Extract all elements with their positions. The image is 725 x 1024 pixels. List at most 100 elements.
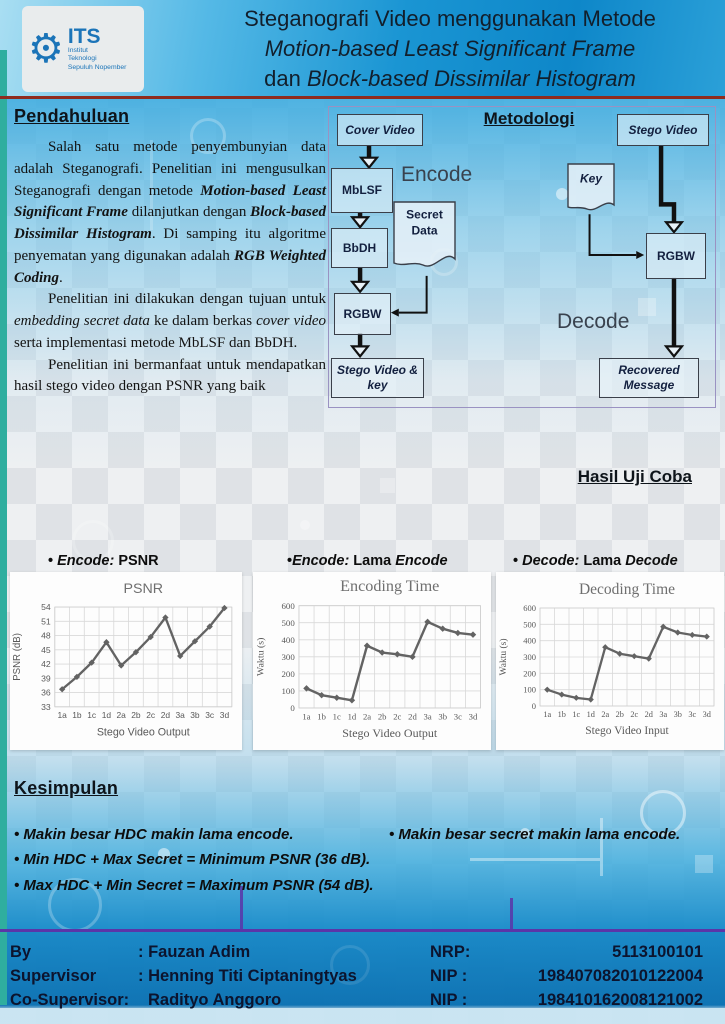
svg-text:1c: 1c — [333, 711, 341, 721]
flow-box-rgbw-decode: RGBW — [646, 233, 706, 279]
svg-text:Decoding Time: Decoding Time — [579, 581, 675, 598]
svg-text:3d: 3d — [703, 710, 712, 719]
svg-text:1d: 1d — [102, 710, 112, 720]
title-line-3: dan Block-based Dissimilar Histogram — [195, 64, 705, 94]
svg-text:1b: 1b — [317, 711, 326, 721]
text-segment: embedding secret data — [14, 313, 150, 329]
section-pendahuluan: Pendahuluan Salah satu metode penyembuny… — [14, 106, 326, 398]
kesimpulan-columns: • Makin besar HDC makin lama encode. • M… — [14, 823, 714, 899]
svg-text:0: 0 — [532, 701, 536, 711]
text-segment: serta implementasi metode MbLSF dan BbDH… — [14, 334, 298, 351]
svg-text:200: 200 — [523, 668, 536, 678]
svg-text:2b: 2b — [378, 711, 387, 721]
flow-box-mblsf: MbLSF — [331, 168, 393, 213]
flow-box-stego-output: Stego Video & key — [331, 358, 424, 398]
psnr-chart: 33 36 39 42 45 48 51 54 1a 1b 1c 1d 2a 2b 2c 2d 3a 3b 3c 3d… — [12, 581, 233, 738]
left-accent-strip — [0, 50, 7, 1005]
header-divider — [0, 96, 725, 99]
footer-row-cosupervisor: Co-Supervisor: Radityo Anggoro NIP : 198… — [0, 988, 725, 1013]
chart-card-psnr: 33 36 39 42 45 48 51 54 1a 1b 1c 1d 2a 2b 2c 2d 3a 3b 3c 3d… — [10, 572, 242, 750]
its-acronym: ITS — [67, 24, 101, 48]
secret-data-label: Secret Data — [406, 207, 443, 238]
its-logo: ⚙ ITS Institut Teknologi Sepuluh Nopembe… — [22, 6, 144, 92]
svg-text:2c: 2c — [146, 710, 155, 720]
svg-text:300: 300 — [523, 652, 536, 662]
footer-nrp-value: 5113100101 — [612, 943, 703, 961]
svg-text:3d: 3d — [220, 710, 230, 720]
text-segment: • — [513, 553, 523, 569]
svg-text:2c: 2c — [630, 710, 638, 719]
svg-text:1b: 1b — [558, 710, 566, 719]
footer-divider — [0, 929, 725, 932]
its-sub1: Institut — [67, 46, 88, 54]
kesimpulan-bullet: • Min HDC + Max Secret = Minimum PSNR (3… — [14, 851, 371, 869]
svg-text:600: 600 — [523, 603, 536, 613]
svg-text:0: 0 — [290, 703, 295, 713]
svg-text:1a: 1a — [57, 710, 67, 720]
svg-text:Waktu (s): Waktu (s) — [498, 639, 509, 676]
flow-box-bbdh: BbDH — [331, 228, 388, 268]
svg-text:3c: 3c — [688, 710, 696, 719]
purple-line-decoration — [510, 898, 513, 930]
text-segment: Decode: — [522, 553, 580, 569]
text-segment: PSNR — [114, 553, 159, 569]
svg-text:500: 500 — [523, 619, 536, 629]
title-line-1: Steganografi Video menggunakan Metode — [244, 6, 656, 31]
footer-row-supervisor: Supervisor : Henning Titi Ciptaningtyas … — [0, 964, 725, 989]
its-gear-icon: ⚙ — [28, 27, 64, 71]
svg-text:36: 36 — [41, 688, 51, 698]
pendahuluan-paragraph: Penelitian ini dilakukan dengan tujuan u… — [14, 289, 326, 354]
svg-text:3c: 3c — [454, 711, 462, 721]
pendahuluan-body: Salah satu metode penyembunyian data ada… — [14, 137, 326, 398]
svg-text:500: 500 — [281, 618, 295, 628]
chart-card-decoding-time: 0 100 200 300 400 500 600 1a 1b 1c 1d 2a 2b 2c 2d 3a 3b 3… — [496, 572, 724, 750]
svg-text:51: 51 — [41, 616, 51, 626]
svg-text:3b: 3b — [438, 711, 447, 721]
key-label: Key — [579, 171, 602, 186]
footer-nip1-value: 198407082010122004 — [537, 967, 703, 985]
flow-doc-secret-data: Secret Data — [393, 201, 456, 275]
kesimpulan-bullet: • Makin besar HDC makin lama encode. — [14, 826, 294, 843]
footer-nip2-label: NIP : — [430, 991, 468, 1009]
text-segment: cover video — [256, 313, 326, 329]
flow-box-stego-video: Stego Video — [617, 114, 709, 146]
svg-text:2a: 2a — [601, 710, 609, 719]
svg-text:2a: 2a — [363, 711, 371, 721]
pendahuluan-paragraph: Salah satu metode penyembunyian data ada… — [14, 137, 326, 289]
svg-text:1a: 1a — [543, 710, 551, 719]
title-line-3-italic: Block-based Dissimilar Histogram — [306, 66, 636, 91]
text-segment: dilanjutkan dengan — [127, 204, 251, 221]
hasil-heading: Hasil Uji Coba — [577, 467, 692, 486]
svg-text:33: 33 — [41, 702, 51, 712]
its-sub3: Sepuluh Nopember — [67, 63, 127, 71]
svg-text:1a: 1a — [302, 711, 310, 721]
footer-nip1-label: NIP : — [430, 967, 468, 985]
svg-text:Waktu (s): Waktu (s) — [255, 638, 266, 677]
kesimpulan-right-column: • Makin besar secret makin lama encode. — [389, 823, 714, 899]
section-kesimpulan: Kesimpulan • Makin besar HDC makin lama … — [14, 778, 714, 899]
footer-cosupervisor-label: Co-Supervisor: — [10, 991, 130, 1009]
flow-box-rgbw-encode: RGBW — [334, 293, 391, 335]
svg-text:3a: 3a — [423, 711, 431, 721]
svg-text:3a: 3a — [175, 710, 185, 720]
poster-title: Steganografi Video menggunakan Metode Mo… — [195, 4, 705, 94]
circuit-dot-decoration — [300, 520, 310, 530]
footer-by-label: By — [10, 943, 32, 961]
svg-text:1d: 1d — [587, 710, 596, 719]
footer-nrp-label: NRP: — [430, 943, 471, 961]
text-segment: Lama — [579, 553, 626, 569]
svg-text:Encoding Time: Encoding Time — [340, 578, 439, 595]
svg-text:100: 100 — [523, 685, 536, 695]
section-metodologi: Metodologi — [328, 106, 716, 408]
kesimpulan-bullet: • Max HDC + Min Secret = Maximum PSNR (5… — [14, 876, 374, 894]
svg-text:2a: 2a — [116, 710, 126, 720]
svg-text:1c: 1c — [572, 710, 580, 719]
svg-text:2b: 2b — [616, 710, 624, 719]
decode-label: Decode — [557, 310, 630, 333]
circuit-square-decoration — [380, 478, 395, 493]
kesimpulan-bullet: • Makin besar secret makin lama encode. — [389, 826, 681, 843]
text-segment: Encode: — [292, 553, 350, 569]
footer-row-by: By : Fauzan Adim NRP: 5113100101 — [0, 940, 725, 965]
svg-text:400: 400 — [523, 636, 536, 646]
